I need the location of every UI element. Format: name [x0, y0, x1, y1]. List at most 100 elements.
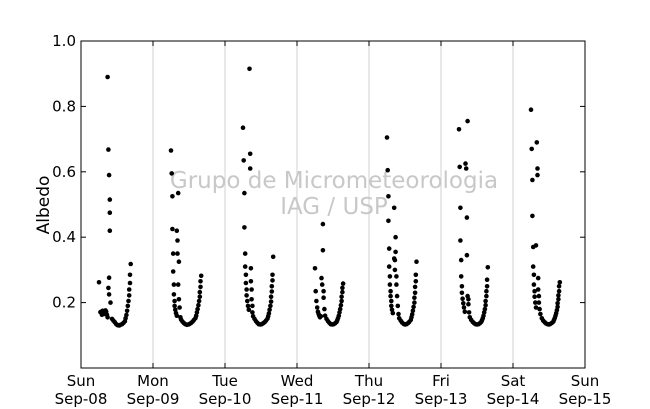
data-point: [463, 166, 469, 171]
data-point: [458, 274, 464, 279]
data-point: [557, 280, 563, 285]
data-point: [269, 289, 275, 294]
data-point: [321, 288, 326, 294]
data-point: [320, 221, 326, 227]
axis-ticks: [80, 40, 586, 368]
data-point: [556, 284, 562, 289]
data-point: [463, 161, 468, 166]
data-point: [396, 311, 401, 317]
data-points: [96, 66, 563, 328]
data-point: [466, 301, 471, 307]
data-point: [127, 280, 133, 286]
data-point: [394, 274, 399, 279]
x-tick-label-date: Sep-10: [199, 390, 252, 408]
data-point: [387, 274, 393, 279]
data-point: [128, 261, 133, 267]
x-tick-label-day: Wed: [281, 372, 314, 390]
x-tick-label-date: Sep-13: [415, 390, 468, 408]
y-tick-label: 0.6: [52, 163, 76, 181]
data-point: [242, 264, 248, 269]
data-point: [393, 249, 398, 255]
data-point: [244, 287, 249, 292]
data-point: [340, 281, 346, 286]
grid-lines: [152, 41, 514, 368]
x-tick-label-date: Sep-15: [559, 390, 612, 408]
data-point: [533, 300, 538, 305]
data-point: [170, 194, 175, 199]
data-point: [392, 267, 398, 273]
data-point: [413, 279, 419, 284]
data-point: [106, 172, 112, 178]
x-tick-label-date: Sep-09: [127, 390, 180, 408]
data-point: [530, 264, 536, 269]
data-point: [247, 166, 253, 171]
data-point: [106, 275, 112, 281]
data-point: [171, 292, 177, 297]
data-point: [535, 166, 540, 171]
data-point: [484, 277, 490, 283]
data-point: [243, 272, 249, 278]
data-point: [535, 287, 541, 292]
data-point: [538, 311, 543, 317]
data-point: [533, 305, 539, 310]
data-point: [458, 205, 463, 211]
data-point: [321, 295, 326, 301]
data-point: [394, 293, 400, 299]
data-point: [536, 293, 542, 299]
data-point: [124, 308, 130, 314]
data-point: [170, 226, 175, 232]
data-point: [247, 151, 253, 157]
data-point: [339, 298, 344, 304]
data-point: [556, 293, 561, 298]
data-point: [269, 284, 275, 289]
data-point: [388, 288, 393, 294]
data-point: [464, 215, 470, 220]
data-point: [386, 264, 392, 269]
data-point: [246, 307, 252, 313]
data-point: [459, 290, 465, 296]
data-point: [484, 284, 490, 289]
data-point: [320, 248, 326, 253]
data-point: [244, 293, 249, 298]
data-point: [107, 210, 113, 215]
data-point: [170, 251, 176, 256]
data-point: [458, 257, 464, 263]
data-point: [529, 146, 534, 152]
data-point: [461, 301, 466, 306]
data-point: [198, 273, 204, 279]
data-point: [456, 127, 462, 132]
data-point: [126, 287, 132, 292]
data-point: [556, 288, 562, 294]
data-point: [96, 280, 102, 285]
data-point: [108, 300, 113, 305]
data-point: [534, 140, 540, 145]
data-point: [464, 252, 470, 258]
data-point: [484, 293, 489, 299]
data-point: [312, 266, 318, 271]
data-point: [240, 125, 246, 130]
data-point: [270, 278, 275, 283]
data-point: [393, 234, 398, 240]
data-point: [387, 282, 393, 287]
data-point: [392, 257, 398, 263]
data-point: [413, 272, 419, 278]
data-point: [535, 172, 540, 178]
data-point: [106, 147, 111, 152]
data-point: [465, 118, 470, 124]
data-point: [314, 305, 320, 310]
data-point: [247, 66, 252, 72]
data-point: [174, 228, 180, 233]
data-point: [386, 194, 391, 199]
data-point: [268, 303, 273, 309]
data-point: [530, 213, 535, 219]
data-point: [174, 313, 180, 319]
data-point: [125, 303, 131, 309]
data-point: [386, 246, 392, 251]
x-tick-label-day: Sun: [571, 372, 600, 390]
data-point: [339, 294, 344, 300]
y-tick-labels: 0.2 0.4 0.6 0.8 1.0: [52, 32, 76, 312]
data-point: [268, 294, 274, 300]
y-tick-label: 1.0: [52, 32, 76, 50]
data-point: [394, 282, 399, 287]
x-tick-label-date: Sep-11: [271, 390, 324, 408]
